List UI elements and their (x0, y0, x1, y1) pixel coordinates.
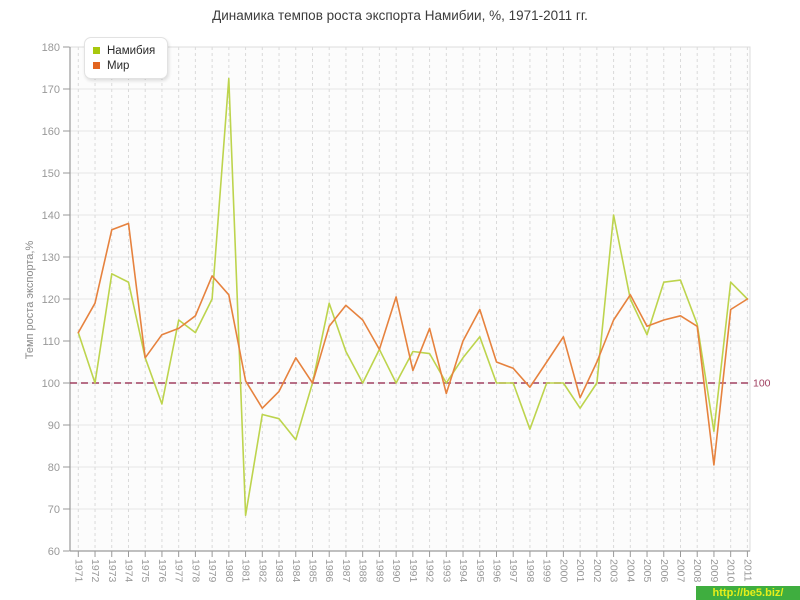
y-tick-labels: 60 70 80 90 100 110 120 130 140 150 160 170 180 (42, 42, 60, 558)
y-tick-label: 180 (42, 42, 60, 54)
y-tick-label: 70 (48, 504, 60, 516)
legend-swatch-icon (93, 47, 100, 54)
x-tick-label: 1991 (407, 559, 419, 583)
chart-title: Динамика темпов роста экспорта Намибии, … (212, 8, 588, 23)
x-tick-label: 1993 (440, 559, 452, 583)
y-tick-label: 90 (48, 420, 60, 432)
x-tick-label: 2002 (591, 559, 603, 583)
x-tick-label: 2006 (658, 559, 670, 583)
x-tick-label: 2005 (641, 559, 653, 583)
x-tick-marks (77, 551, 748, 557)
namibia-series-line (77, 77, 749, 517)
x-gridlines (77, 47, 748, 551)
x-tick-label: 1974 (122, 559, 134, 583)
x-tick-label: 1997 (507, 559, 519, 583)
x-tick-label: 2010 (725, 559, 737, 583)
x-tick-label: 1984 (290, 559, 302, 583)
legend: Намибия Мир (84, 37, 169, 79)
x-tick-label: 1989 (373, 559, 385, 583)
y-tick-label: 80 (48, 462, 60, 474)
x-tick-label: 1992 (424, 559, 436, 583)
watermark-link[interactable]: http://be5.biz/ (696, 586, 800, 600)
mir-series-line (77, 222, 749, 466)
x-tick-label: 1988 (357, 559, 369, 583)
y-tick-label: 170 (42, 84, 60, 96)
x-tick-label: 2001 (574, 559, 586, 583)
x-tick-label: 2000 (557, 559, 569, 583)
x-tick-labels: 1971 1972 1973 1974 1975 1976 1977 1978 1979 1980… (72, 559, 753, 583)
x-tick-label: 2008 (691, 559, 703, 583)
y-tick-label: 110 (42, 336, 60, 348)
y-tick-label: 140 (42, 210, 60, 222)
x-tick-label: 1971 (72, 559, 84, 583)
x-tick-label: 1996 (490, 559, 502, 583)
legend-item-mir[interactable]: Мир (93, 58, 155, 73)
x-tick-label: 1975 (139, 559, 151, 583)
x-tick-label: 1978 (189, 559, 201, 583)
x-tick-label: 1980 (223, 559, 235, 583)
x-tick-label: 2007 (674, 559, 686, 583)
x-tick-label: 1994 (457, 559, 469, 583)
y-tick-marks (63, 46, 70, 552)
reference-line-label: 100 (753, 378, 771, 390)
x-tick-label: 1999 (541, 559, 553, 583)
x-tick-label: 1973 (106, 559, 118, 583)
x-tick-label: 1987 (340, 559, 352, 583)
x-tick-label: 2004 (624, 559, 636, 583)
x-tick-label: 1972 (89, 559, 101, 583)
legend-label: Намибия (107, 44, 156, 57)
legend-swatch-icon (93, 62, 100, 69)
y-tick-label: 150 (42, 168, 60, 180)
x-tick-label: 2003 (608, 559, 620, 583)
y-tick-label: 130 (42, 252, 60, 264)
x-tick-label: 2011 (741, 559, 753, 582)
y-tick-label: 120 (42, 294, 60, 306)
x-tick-label: 1982 (256, 559, 268, 583)
x-tick-label: 1990 (390, 559, 402, 583)
x-tick-label: 1979 (206, 559, 218, 583)
x-tick-label: 1976 (156, 559, 168, 583)
y-tick-label: 160 (42, 126, 60, 138)
x-tick-label: 1977 (173, 559, 185, 583)
x-tick-label: 1985 (306, 559, 318, 583)
legend-item-namibia[interactable]: Намибия (93, 43, 155, 58)
y-tick-label: 60 (48, 546, 60, 558)
x-tick-label: 1986 (323, 559, 335, 583)
y-tick-label: 100 (42, 378, 60, 390)
x-tick-label: 1983 (273, 559, 285, 583)
x-tick-label: 1998 (524, 559, 536, 583)
legend-label: Мир (107, 59, 130, 72)
x-tick-label: 1995 (474, 559, 486, 583)
x-tick-label: 1981 (240, 559, 252, 583)
x-tick-label: 2009 (708, 559, 720, 583)
